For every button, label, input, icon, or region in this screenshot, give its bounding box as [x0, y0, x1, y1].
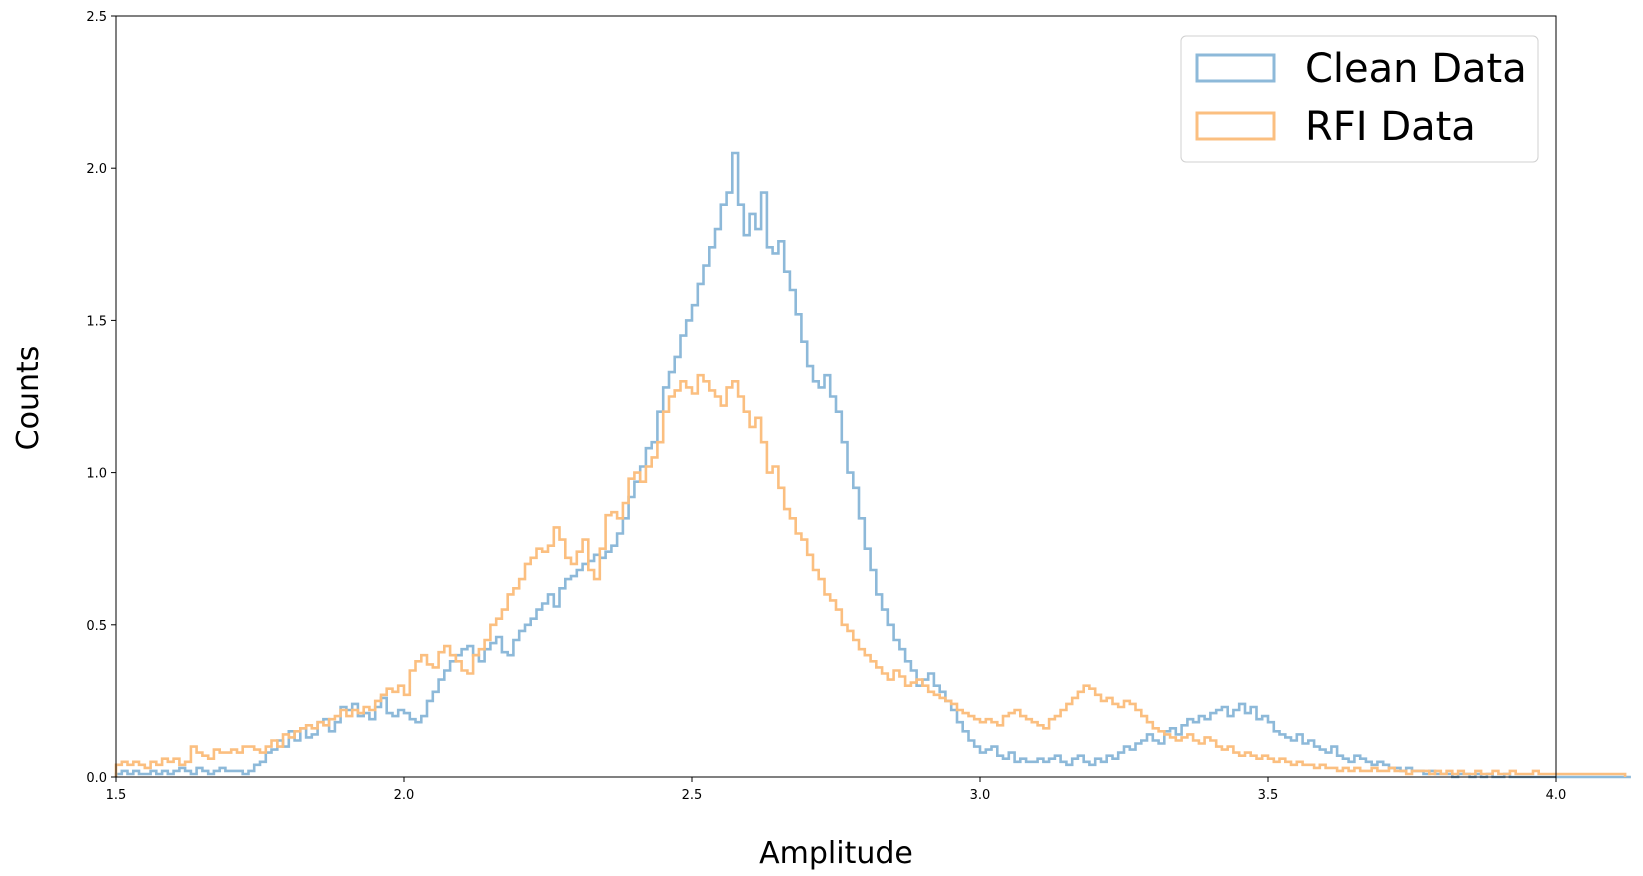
y-tick-label: 0.0	[86, 771, 107, 786]
x-tick-label: 3.0	[970, 788, 991, 803]
plot-frame	[115, 15, 1557, 778]
y-tick-label: 1.0	[86, 467, 107, 482]
legend-box	[1180, 35, 1539, 163]
legend-label-rfi-data: RFI Data	[1305, 104, 1476, 150]
y-tick-label: 2.5	[86, 10, 107, 25]
x-tick-label: 2.5	[682, 788, 703, 803]
x-axis: 1.5 2.0 2.5 3.0 3.5 4.0	[106, 777, 1567, 803]
legend: Clean Data RFI Data	[1180, 35, 1539, 163]
series-rfi-data-line	[114, 373, 1627, 777]
y-axis: 0.0 0.5 1.0 1.5 2.0 2.5	[86, 10, 116, 786]
x-tick-label: 2.0	[394, 788, 415, 803]
y-axis-title: Counts	[11, 346, 46, 451]
legend-swatch-rfi-data	[1195, 111, 1276, 141]
x-tick-label: 1.5	[106, 788, 127, 803]
x-tick-label: 4.0	[1546, 788, 1567, 803]
series-layer	[114, 151, 1631, 779]
legend-swatch-clean-data	[1195, 53, 1276, 83]
y-tick-label: 1.5	[86, 314, 107, 329]
x-axis-title: Amplitude	[759, 836, 913, 871]
y-tick-label: 2.0	[86, 162, 107, 177]
legend-label-clean-data: Clean Data	[1305, 46, 1527, 92]
y-tick-label: 0.5	[86, 619, 107, 634]
x-tick-label: 3.5	[1258, 788, 1279, 803]
series-clean-data-line	[114, 151, 1631, 779]
